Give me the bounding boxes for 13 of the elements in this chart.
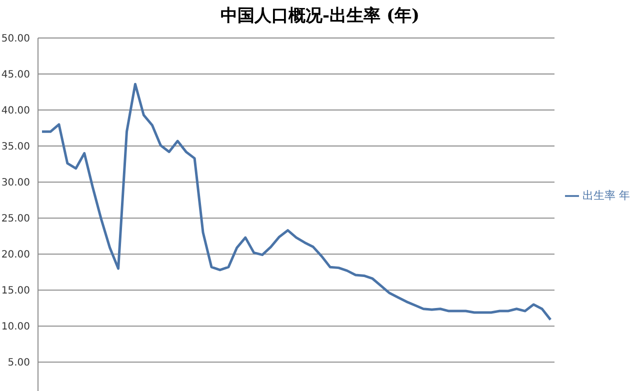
y-tick-label: 50.00 (1, 34, 30, 45)
legend-label: 出生率 年 (582, 189, 630, 202)
line-series (40, 82, 552, 321)
y-tick-label: 25.00 (1, 214, 30, 225)
y-tick-label: 35.00 (1, 142, 30, 153)
y-tick-label: 45.00 (1, 70, 30, 81)
y-tick-label: 15.00 (1, 286, 30, 297)
y-tick-label: 5.00 (8, 358, 30, 369)
y-tick-label: 30.00 (1, 178, 30, 189)
y-tick-label: 20.00 (1, 250, 30, 261)
chart-title: 中国人口概况-出生率 (年) (219, 5, 421, 27)
y-tick-label: 10.00 (1, 322, 30, 333)
y-tick-label: 40.00 (1, 106, 30, 117)
